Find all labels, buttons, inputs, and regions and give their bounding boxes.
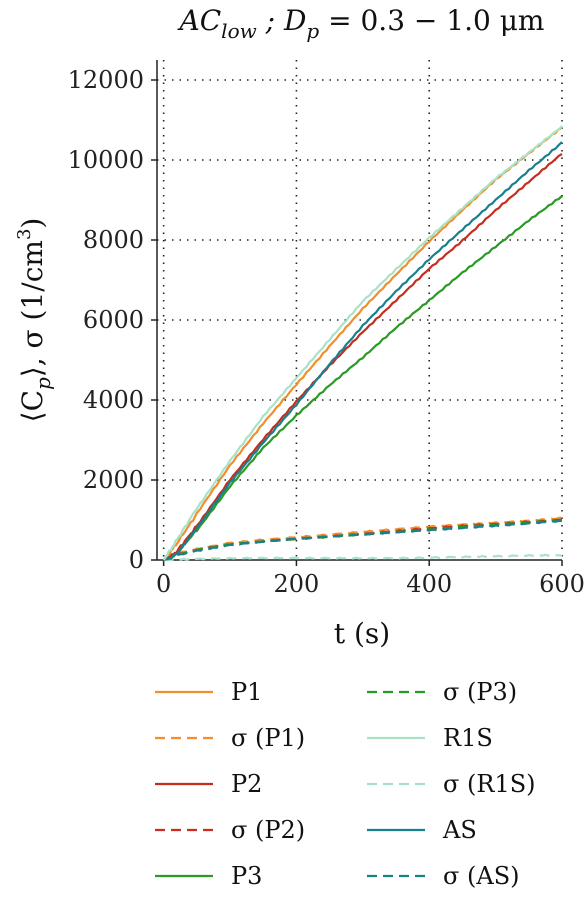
legend-item: σ (P2)	[155, 816, 305, 844]
y-tick-label: 4000	[83, 386, 144, 414]
legend-label: σ (P3)	[443, 678, 517, 706]
legend-label: R1S	[443, 724, 493, 752]
series-line--p2-	[163, 518, 563, 561]
axes	[151, 60, 563, 566]
x-tick-label: 600	[539, 570, 585, 598]
series-line--as-	[163, 519, 563, 562]
x-tick-label: 400	[406, 570, 452, 598]
y-tick-label: 8000	[83, 226, 144, 254]
legend-item: R1S	[367, 724, 493, 752]
legend-label: P3	[231, 862, 262, 890]
series-lines	[162, 125, 563, 562]
legend-label: P2	[231, 770, 262, 798]
y-tick-label: 12000	[68, 66, 144, 94]
legend-label: σ (P2)	[231, 816, 305, 844]
x-tick-label: 0	[156, 570, 171, 598]
legend-label: P1	[231, 678, 262, 706]
series-line-as	[163, 141, 563, 562]
series-line-p3	[163, 195, 563, 562]
legend-label: σ (R1S)	[443, 770, 536, 798]
legend-item: P2	[155, 770, 262, 798]
legend-item: σ (P3)	[367, 678, 517, 706]
series-line-r1s	[162, 125, 563, 561]
y-tick-label: 0	[129, 546, 144, 574]
series-line--r1s-	[163, 553, 563, 562]
y-tick-label: 6000	[83, 306, 144, 334]
legend-label: σ (AS)	[443, 862, 520, 890]
legend-item: σ (AS)	[367, 862, 520, 890]
x-axis-title: t (s)	[334, 617, 390, 650]
legend-item: σ (P1)	[155, 724, 305, 752]
x-tick-label: 200	[274, 570, 320, 598]
legend: P1 σ (P1) P2 σ (P2) P3 σ (P3) R1S σ (R1S) AS σ (A…	[155, 678, 536, 890]
y-axis-title: ⟨Cp⟩, σ (1/cm3)	[14, 218, 55, 423]
legend-item: AS	[367, 816, 477, 844]
chart-title: AClow ; Dp = 0.3 − 1.0 μm	[177, 4, 545, 43]
y-tick-label: 2000	[83, 466, 144, 494]
series-line--p1-	[163, 516, 563, 561]
y-tick-label: 10000	[68, 146, 144, 174]
legend-label: AS	[442, 816, 477, 844]
legend-item: P1	[155, 678, 262, 706]
series-line--p3-	[163, 519, 563, 562]
legend-label: σ (P1)	[231, 724, 305, 752]
legend-item: σ (R1S)	[367, 770, 536, 798]
series-line-p1	[162, 126, 563, 561]
legend-item: P3	[155, 862, 262, 890]
